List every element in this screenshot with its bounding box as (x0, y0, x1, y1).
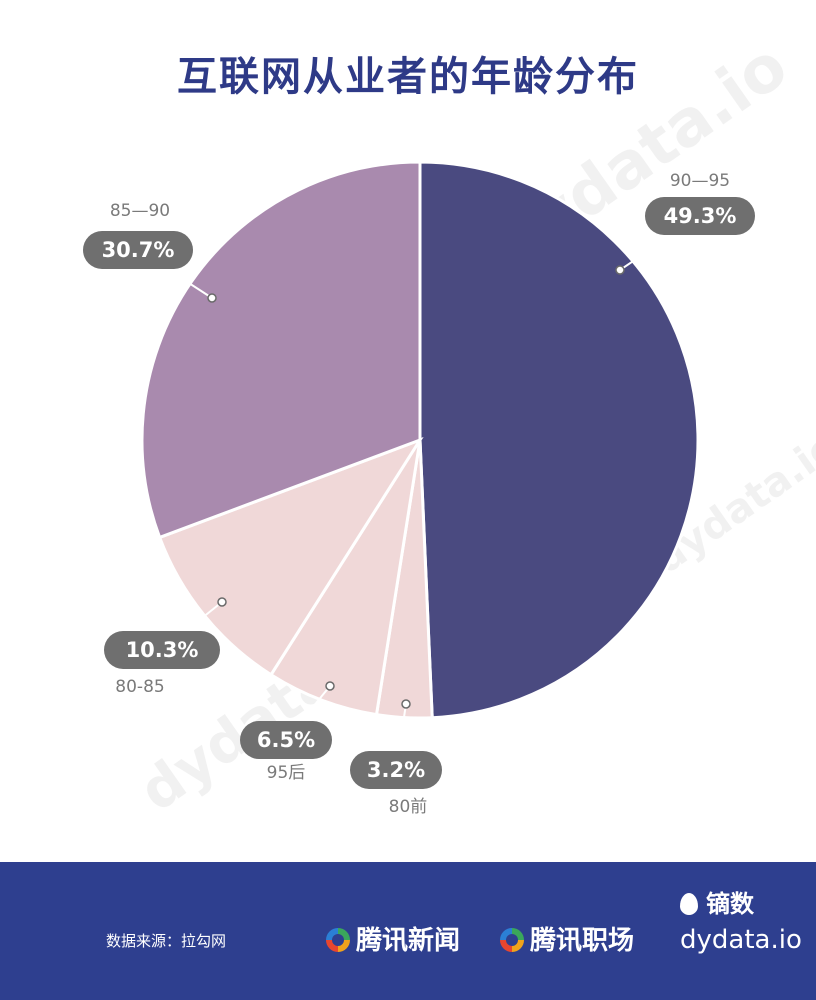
dydata-logo: 镝数 dydata.io (680, 890, 802, 955)
category-label: 85—90 (110, 201, 170, 221)
leader-dot (217, 597, 227, 607)
value-pill (240, 721, 332, 759)
category-label: 80前 (389, 797, 428, 817)
tencent-logo-icon (500, 928, 524, 952)
pie-slice (140, 160, 422, 540)
data-label: 3.2% (367, 758, 425, 782)
drop-icon (680, 893, 698, 915)
data-label: 49.3% (664, 204, 737, 228)
tencent-news-brand: 腾讯新闻 (326, 920, 460, 957)
pie-chart: 49.3% 90—95 3.2% 80前 6.5% 95后 10.3% 80-85 30.7% 8… (83, 160, 755, 817)
footer: 数据来源：拉勾网 腾讯新闻 腾讯职场 镝数 dydata.io (0, 862, 816, 1000)
pie-slice (418, 160, 700, 720)
leader-dot (401, 699, 411, 709)
leader-dot (207, 293, 217, 303)
value-pill (83, 231, 193, 269)
tencent-logo-icon (326, 928, 350, 952)
chart-title: 互联网从业者的年龄分布 (177, 54, 639, 100)
leader-dot (325, 681, 335, 691)
tencent-career-brand: 腾讯职场 (500, 920, 634, 957)
data-label: 10.3% (126, 638, 199, 662)
category-label: 90—95 (670, 171, 730, 191)
value-pill (350, 751, 442, 789)
data-source: 数据来源：拉勾网 (106, 932, 227, 950)
data-label: 6.5% (257, 728, 315, 752)
leader-dot (615, 265, 625, 275)
pie-slice (268, 439, 422, 717)
value-pill (645, 197, 755, 235)
value-pill (104, 631, 220, 669)
category-label: 95后 (267, 763, 306, 783)
category-label: 80-85 (115, 677, 164, 697)
data-label: 30.7% (102, 238, 175, 262)
